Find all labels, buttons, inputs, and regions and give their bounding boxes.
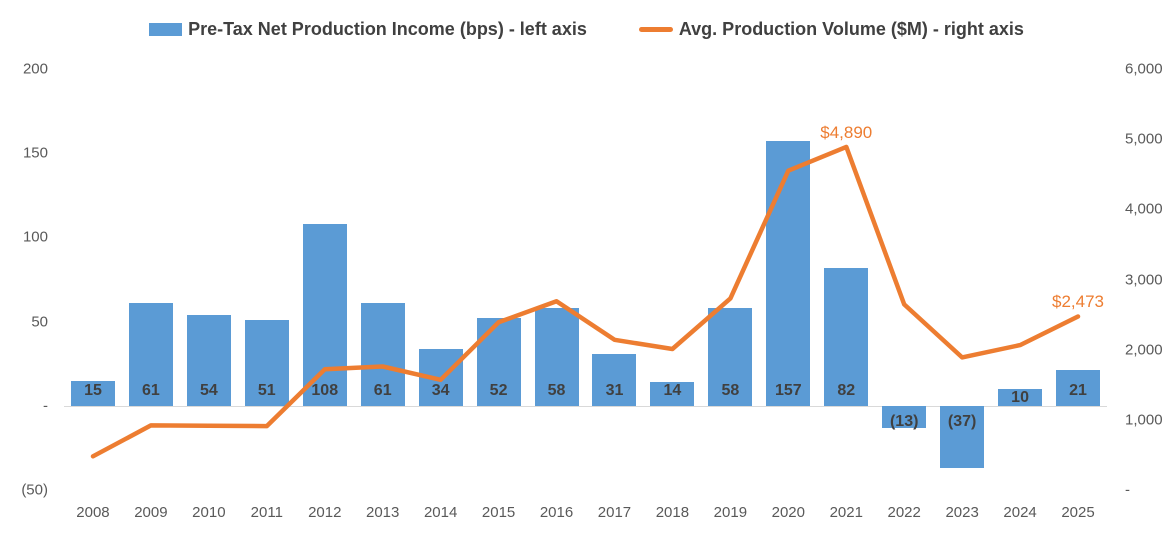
bar-2013 — [360, 303, 405, 406]
x-axis-label-2020: 2020 — [771, 504, 805, 521]
bar-label-2014: 34 — [431, 381, 450, 399]
chart-legend: Pre-Tax Net Production Income (bps) - le… — [0, 13, 1173, 45]
line-series-swatch-icon — [638, 26, 673, 32]
left-axis-tick: (50) — [21, 481, 48, 499]
x-axis-label-2009: 2009 — [134, 504, 168, 521]
x-axis-label-2010: 2010 — [192, 504, 226, 521]
x-axis-label-2018: 2018 — [655, 504, 690, 521]
left-axis-tick: 100 — [22, 228, 48, 246]
line-annotation-2021: $4,890 — [820, 122, 873, 142]
bar-2021 — [824, 267, 869, 406]
x-axis-label-2015: 2015 — [481, 504, 516, 521]
left-axis-tick: 50 — [31, 313, 48, 331]
zero-gridline — [64, 405, 1107, 407]
right-axis-tick: 6,000 — [1125, 60, 1163, 78]
bar-2011 — [244, 319, 289, 406]
left-axis-tick: 200 — [22, 60, 48, 78]
legend-label-bar-series: Pre-Tax Net Production Income (bps) - le… — [188, 18, 587, 39]
bar-label-2024: 10 — [1011, 388, 1029, 406]
x-axis-label-2022: 2022 — [887, 504, 921, 521]
left-axis-tick: - — [43, 397, 48, 415]
bar-2008 — [70, 380, 115, 406]
right-axis-tick: 4,000 — [1125, 200, 1163, 218]
bar-label-2009: 61 — [142, 381, 160, 399]
x-axis-label-2017: 2017 — [597, 504, 632, 521]
line-annotation-2025: $2,473 — [1052, 292, 1105, 312]
x-axis-label-2023: 2023 — [945, 504, 979, 521]
right-axis-tick: 3,000 — [1125, 271, 1163, 288]
bar-label-2010: 54 — [199, 381, 218, 399]
x-axis-label-2025: 2025 — [1061, 504, 1095, 521]
bar-label-2012: 108 — [311, 381, 339, 399]
line-path — [90, 144, 1081, 459]
right-axis-tick: 5,000 — [1125, 130, 1163, 148]
bar-2010 — [186, 314, 231, 406]
right-axis-tick: - — [1125, 481, 1130, 499]
bar-2019 — [708, 308, 753, 406]
x-axis-label-2012: 2012 — [308, 504, 342, 521]
bar-2024 — [998, 388, 1043, 406]
bar-2020 — [766, 141, 811, 406]
bar-label-2016: 58 — [547, 381, 566, 399]
x-axis-label-2008: 2008 — [76, 504, 110, 521]
bar-2017 — [592, 353, 637, 406]
bar-label-2025: 21 — [1069, 381, 1087, 399]
bar-2009 — [128, 303, 173, 406]
x-axis-label-2013: 2013 — [366, 504, 400, 521]
bar-2025 — [1056, 370, 1101, 406]
legend-label-line-series: Avg. Production Volume ($M) - right axis — [678, 18, 1024, 39]
x-axis-label-2011: 2011 — [250, 504, 283, 521]
bar-label-2021: 82 — [837, 381, 856, 399]
x-axis-label-2021: 2021 — [829, 504, 863, 521]
bar-2012 — [302, 223, 347, 406]
bar-series-swatch-icon — [149, 22, 183, 36]
bar-label-2017: 31 — [605, 381, 624, 399]
left-axis-tick: 150 — [22, 144, 48, 162]
bar-label-2023: (37) — [947, 412, 977, 430]
legend-item-bar-series: Pre-Tax Net Production Income (bps) - le… — [149, 19, 587, 40]
bar-2018 — [650, 382, 695, 406]
bar-label-2013: 61 — [373, 381, 392, 399]
bar-label-2019: 58 — [721, 381, 740, 399]
right-axis-tick: 1,000 — [1125, 411, 1163, 429]
bar-2016 — [534, 308, 579, 406]
x-axis-label-2014: 2014 — [423, 504, 458, 521]
x-axis-label-2019: 2019 — [713, 504, 748, 521]
bar-2023 — [940, 405, 985, 469]
bar-label-2020: 157 — [774, 381, 802, 399]
bar-label-2008: 15 — [84, 381, 102, 399]
right-axis-tick: 2,000 — [1125, 341, 1163, 359]
x-axis-label-2024: 2024 — [1003, 504, 1037, 521]
legend-item-line-series: Avg. Production Volume ($M) - right axis — [638, 18, 1024, 40]
bar-2022 — [882, 405, 927, 428]
bar-label-2015: 52 — [489, 381, 508, 399]
x-axis-label-2016: 2016 — [539, 504, 574, 521]
bar-label-2011: 51 — [257, 381, 276, 399]
bar-label-2022: (13) — [889, 412, 919, 430]
bar-2015 — [476, 318, 521, 406]
bar-label-2018: 14 — [663, 382, 682, 400]
